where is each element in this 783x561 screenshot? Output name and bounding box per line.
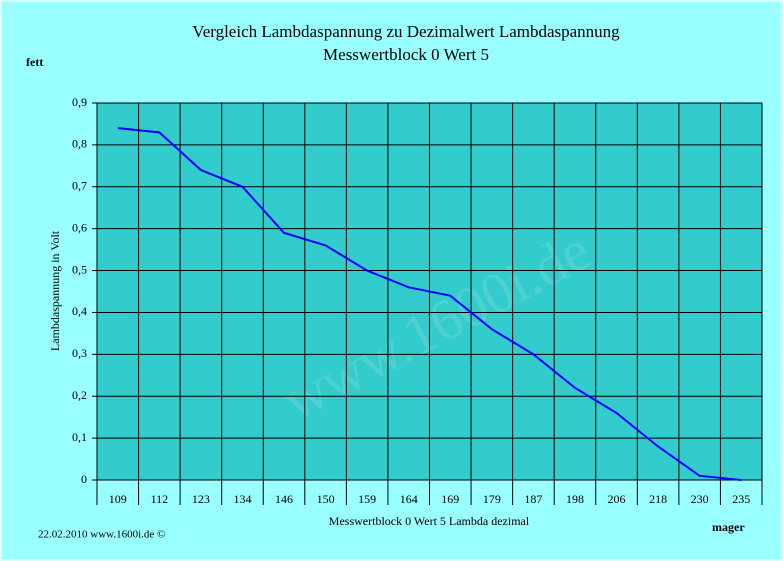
y-tick-label: 0 — [81, 472, 87, 486]
chart-title: Vergleich Lambdaspannung zu Dezimalwert … — [192, 22, 620, 41]
x-tick-label: 187 — [524, 492, 542, 506]
x-tick-label: 123 — [192, 492, 210, 506]
y-tick-label: 0,1 — [72, 430, 87, 444]
x-tick-label: 169 — [441, 492, 459, 506]
x-tick-label: 230 — [691, 492, 709, 506]
series-line — [117, 127, 742, 481]
x-tick-label: 112 — [151, 492, 169, 506]
x-tick-label: 179 — [483, 492, 501, 506]
footer: 22.02.2010 www.1600i.de © — [38, 529, 165, 541]
x-tick-label: 206 — [608, 492, 626, 506]
y-axis-label: Lambdaspannung in Volt — [48, 230, 62, 351]
y-tick-label: 0,9 — [72, 95, 87, 109]
y-tick-label: 0,8 — [72, 137, 87, 151]
x-tick-label: 164 — [400, 492, 418, 506]
x-tick-label: 235 — [732, 492, 750, 506]
y-tick-label: 0,7 — [72, 179, 87, 193]
x-tick-label: 146 — [275, 492, 293, 506]
y-tick-label: 0,3 — [72, 346, 87, 360]
bottom-note: mager — [712, 520, 745, 534]
x-tick-label: 134 — [233, 492, 251, 506]
x-tick-label: 218 — [649, 492, 667, 506]
chart-subtitle: Messwertblock 0 Wert 5 — [323, 45, 489, 64]
y-tick-label: 0,2 — [72, 388, 87, 402]
x-axis-label: Messwertblock 0 Wert 5 Lambda dezimal — [329, 514, 530, 528]
x-tick-label: 198 — [566, 492, 584, 506]
x-tick-label: 159 — [358, 492, 376, 506]
y-tick-label: 0,5 — [72, 262, 87, 276]
x-tick-label: 150 — [317, 492, 335, 506]
x-tick-label: 109 — [109, 492, 127, 506]
y-tick-label: 0,4 — [72, 304, 87, 318]
top-note: fett — [26, 55, 43, 69]
y-tick-label: 0,6 — [72, 220, 87, 234]
